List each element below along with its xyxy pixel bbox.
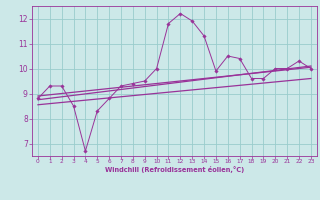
X-axis label: Windchill (Refroidissement éolien,°C): Windchill (Refroidissement éolien,°C)	[105, 166, 244, 173]
